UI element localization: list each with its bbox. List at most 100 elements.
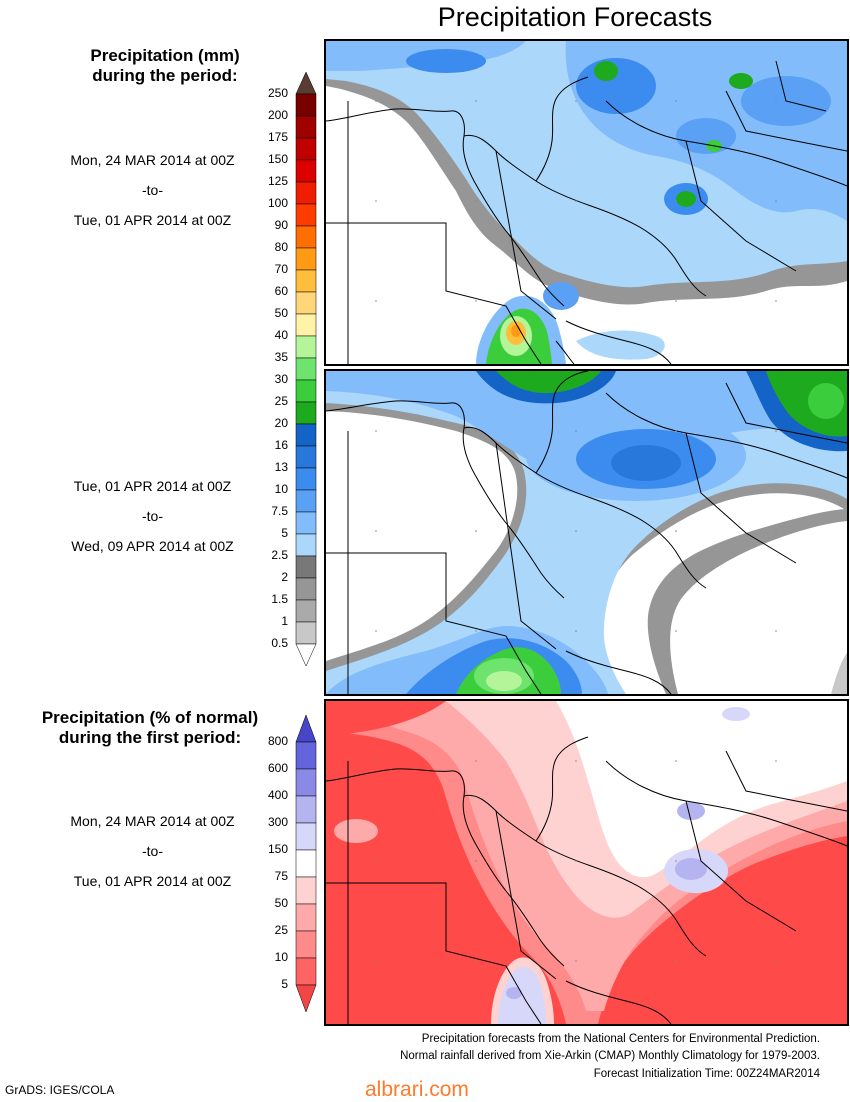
period3-separator: -to- [142, 843, 163, 859]
period2-end: Wed, 09 APR 2014 at 00Z [71, 538, 234, 554]
pct-tick-label: 25 [274, 923, 288, 937]
mm-tick-label: 16 [274, 438, 288, 452]
mm-swatch [295, 291, 317, 315]
graticule-week1 [375, 100, 777, 302]
mm-tick-label: 35 [274, 350, 288, 364]
mm-tick-label: 60 [274, 284, 288, 298]
period2-start: Tue, 01 APR 2014 at 00Z [73, 478, 232, 494]
legend-pct-title-line1: Precipitation (% of normal) [41, 708, 259, 727]
mm-tick-label: 5 [281, 526, 288, 540]
pct-tick-label: 800 [267, 734, 288, 748]
precip-field-week2 [326, 371, 847, 694]
period2-separator: -to- [142, 508, 163, 524]
precip-field-week1 [326, 41, 847, 364]
pct-swatch [295, 768, 317, 797]
mm-swatch [295, 115, 317, 139]
mm-top-arrow [295, 72, 317, 95]
mm-swatch [295, 533, 317, 557]
legend-pct-title: Precipitation (% of normal) during the f… [30, 708, 270, 748]
mm-tick-label: 125 [267, 174, 288, 188]
mm-swatch [295, 511, 317, 535]
coastlines-borders-percent [326, 736, 847, 1024]
footer-init-time: Forecast Initialization Time: 00Z24MAR20… [593, 1068, 820, 1080]
graticule-percent [375, 760, 777, 962]
mm-tick-label: 7.5 [271, 504, 288, 518]
mm-tick-label: 0.5 [271, 636, 288, 650]
pct-swatch [295, 876, 317, 905]
mm-colorbar [295, 72, 317, 667]
mm-tick-label: 1 [281, 614, 288, 628]
footer-normal-line: Normal rainfall derived from Xie-Arkin (… [400, 1050, 820, 1062]
mm-bottom-arrow [295, 643, 317, 667]
mm-swatch [295, 357, 317, 381]
page-title: Precipitation Forecasts [437, 2, 713, 32]
mm-tick-label: 250 [267, 86, 288, 100]
pct-tick-label: 400 [267, 788, 288, 802]
mm-swatch [295, 555, 317, 579]
mm-swatch [295, 247, 317, 271]
pct-tick-label: 5 [281, 977, 288, 991]
mm-tick-label: 13 [274, 460, 288, 474]
mm-tick-label: 70 [274, 262, 288, 276]
pct-swatch [295, 849, 317, 878]
pct-top-arrow [295, 715, 317, 743]
footer-source-line: Precipitation forecasts from the Nationa… [421, 1033, 820, 1045]
pct-colorbar [295, 715, 317, 1013]
mm-tick-label: 200 [267, 108, 288, 122]
legend-mm-title-line1: Precipitation (mm) [90, 46, 240, 65]
legend-mm-title: Precipitation (mm) during the period: [45, 46, 285, 86]
mm-tick-label: 50 [274, 306, 288, 320]
mm-swatch [295, 599, 317, 623]
pct-tick-label: 300 [267, 815, 288, 829]
mm-tick-label: 2 [281, 570, 288, 584]
mm-tick-label: 1.5 [271, 592, 288, 606]
mm-swatch [295, 181, 317, 205]
mm-swatch [295, 93, 317, 117]
mm-tick-label: 10 [274, 482, 288, 496]
legend-mm-title-line2: during the period: [92, 66, 238, 85]
pct-swatch [295, 957, 317, 986]
pct-tick-label: 10 [274, 950, 288, 964]
pct-tick-label: 50 [274, 896, 288, 910]
pct-swatch [295, 903, 317, 932]
mm-swatch [295, 269, 317, 293]
mm-tick-label: 150 [267, 152, 288, 166]
pct-swatch [295, 741, 317, 770]
mm-swatch [295, 467, 317, 491]
coastlines-borders-week1 [326, 60, 847, 364]
pct-tick-label: 600 [267, 761, 288, 775]
legend-pct-title-line2: during the first period: [58, 728, 242, 747]
period3-end: Tue, 01 APR 2014 at 00Z [73, 873, 232, 889]
pct-swatch [295, 930, 317, 959]
pct-tick-label: 150 [267, 842, 288, 856]
mm-tick-label: 100 [267, 196, 288, 210]
mm-swatch [295, 335, 317, 359]
map-panel-week1 [324, 39, 849, 366]
coastlines-borders-week2 [326, 371, 847, 694]
mm-swatch [295, 313, 317, 337]
mm-swatch [295, 445, 317, 469]
grads-credit: GrADS: IGES/COLA [5, 1083, 115, 1097]
mm-tick-label: 25 [274, 394, 288, 408]
mm-tick-label: 30 [274, 372, 288, 386]
pct-swatch [295, 822, 317, 851]
map-panel-week2 [324, 369, 849, 696]
mm-swatch [295, 489, 317, 513]
mm-swatch [295, 225, 317, 249]
watermark: albrari.com [365, 1078, 469, 1101]
mm-swatch [295, 621, 317, 645]
mm-tick-label: 20 [274, 416, 288, 430]
mm-tick-label: 175 [267, 130, 288, 144]
period3-start: Mon, 24 MAR 2014 at 00Z [70, 813, 235, 829]
mm-swatch [295, 379, 317, 403]
period1-separator: -to- [142, 182, 163, 198]
mm-tick-label: 2.5 [271, 548, 288, 562]
mm-swatch [295, 137, 317, 161]
map-panel-percent-normal [324, 699, 849, 1026]
graticule-week2 [375, 430, 777, 632]
mm-swatch [295, 401, 317, 425]
mm-swatch [295, 203, 317, 227]
period1-start: Mon, 24 MAR 2014 at 00Z [70, 152, 235, 168]
mm-tick-label: 40 [274, 328, 288, 342]
mm-swatch [295, 159, 317, 183]
